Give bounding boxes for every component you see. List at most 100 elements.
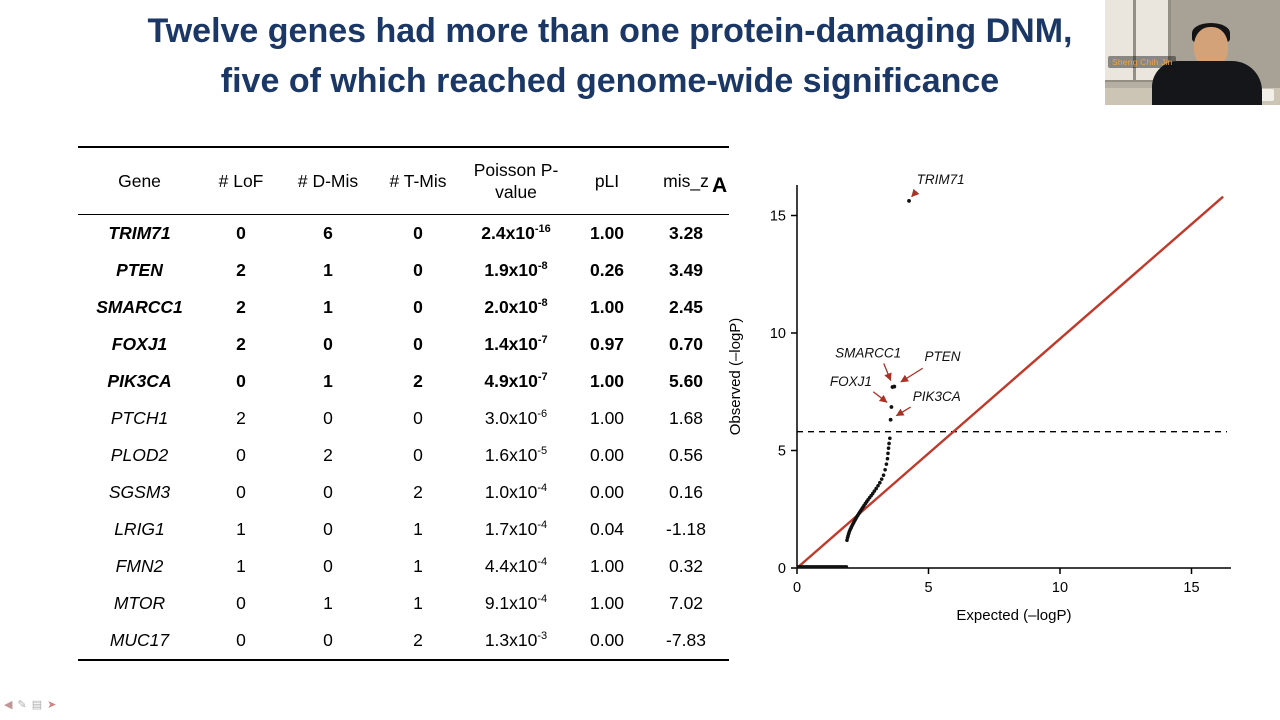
webcam-name-label: Sheng Chih Jin <box>1108 56 1177 68</box>
cell-dmis: 0 <box>323 630 333 650</box>
cell-pli: 1.00 <box>589 556 625 576</box>
cell-tmis: 1 <box>413 519 423 539</box>
presenter-controls: ◀ ✎ ▤ ➤ <box>4 698 56 712</box>
table-row: LRIG1 1 0 1 1.7x10-4 0.04 -1.18 <box>78 511 729 548</box>
cell-dmis: 6 <box>323 223 333 243</box>
cell-dmis: 0 <box>323 334 333 354</box>
svg-text:0: 0 <box>793 580 801 596</box>
cell-lof: 1 <box>236 556 246 576</box>
back-arrow-icon[interactable]: ◀ <box>4 699 13 711</box>
svg-text:10: 10 <box>770 326 786 342</box>
cell-pli: 1.00 <box>589 593 625 613</box>
slide-title: Twelve genes had more than one protein-d… <box>30 6 1190 106</box>
header-dmis: # D-Mis <box>281 147 375 215</box>
table-row: FMN2 1 0 1 4.4x10-4 1.00 0.32 <box>78 548 729 585</box>
cell-tmis: 2 <box>413 482 423 502</box>
cell-misz: -7.83 <box>666 630 706 650</box>
cell-lof: 2 <box>236 297 246 317</box>
cell-pli: 1.00 <box>589 297 625 317</box>
table-row: PTCH1 2 0 0 3.0x10-6 1.00 1.68 <box>78 400 729 437</box>
cell-pvalue: 9.1x10-4 <box>484 593 548 613</box>
cell-lof: 0 <box>236 445 246 465</box>
table-row: SMARCC1 2 1 0 2.0x10-8 1.00 2.45 <box>78 289 729 326</box>
cell-gene: MTOR <box>113 593 166 613</box>
cell-tmis: 0 <box>413 297 423 317</box>
svg-text:15: 15 <box>1183 580 1199 596</box>
table-row: PLOD2 0 2 0 1.6x10-5 0.00 0.56 <box>78 437 729 474</box>
gene-table-header: Gene # LoF # D-Mis # T-Mis Poisson P-val… <box>78 147 729 215</box>
cell-dmis: 0 <box>323 556 333 576</box>
cell-gene: SGSM3 <box>108 482 171 502</box>
header-lof: # LoF <box>201 147 281 215</box>
slide-menu-icon[interactable]: ▤ <box>31 699 43 711</box>
cell-lof: 0 <box>236 482 246 502</box>
cell-pvalue: 1.7x10-4 <box>484 519 548 539</box>
cell-gene: FOXJ1 <box>111 334 168 354</box>
webcam-tile[interactable]: Sheng Chih Jin <box>1105 0 1280 105</box>
cell-lof: 0 <box>236 371 246 391</box>
presenter-face <box>1194 27 1228 67</box>
svg-text:Observed (–logP): Observed (–logP) <box>727 318 744 436</box>
cell-tmis: 0 <box>413 223 423 243</box>
cell-gene: PTEN <box>116 260 163 280</box>
table-row: MTOR 0 1 1 9.1x10-4 1.00 7.02 <box>78 585 729 622</box>
cell-pli: 1.00 <box>589 408 625 428</box>
cell-pvalue: 1.6x10-5 <box>484 445 548 465</box>
svg-text:10: 10 <box>1052 580 1068 596</box>
gene-table: Gene # LoF # D-Mis # T-Mis Poisson P-val… <box>78 146 729 661</box>
cell-misz: 5.60 <box>668 371 704 391</box>
header-gene: Gene <box>78 147 201 215</box>
cell-lof: 0 <box>236 593 246 613</box>
cell-tmis: 0 <box>413 260 423 280</box>
cell-gene: PLOD2 <box>110 445 169 465</box>
forward-arrow-icon[interactable]: ➤ <box>47 699 57 711</box>
cell-dmis: 1 <box>323 371 333 391</box>
cell-pvalue: 2.4x10-16 <box>481 223 551 243</box>
header-pvalue: Poisson P-value <box>461 147 571 215</box>
table-row: TRIM71 0 6 0 2.4x10-16 1.00 3.28 <box>78 215 729 253</box>
qq-plot-content: A 0 5 10 15 0 5 10 15 Expected (–logP) Observed (–… <box>712 172 1231 624</box>
cell-tmis: 1 <box>413 556 423 576</box>
cell-dmis: 1 <box>323 593 333 613</box>
cell-lof: 1 <box>236 519 246 539</box>
cell-misz: 7.02 <box>668 593 704 613</box>
cell-dmis: 0 <box>323 519 333 539</box>
table-row: MUC17 0 0 2 1.3x10-3 0.00 -7.83 <box>78 622 729 660</box>
table-row: FOXJ1 2 0 0 1.4x10-7 0.97 0.70 <box>78 326 729 363</box>
presenter-body <box>1152 61 1262 105</box>
pen-icon[interactable]: ✎ <box>17 699 27 711</box>
cell-gene: MUC17 <box>109 630 170 650</box>
cell-pli: 0.00 <box>589 482 625 502</box>
cell-lof: 2 <box>236 334 246 354</box>
cell-dmis: 1 <box>323 260 333 280</box>
cell-dmis: 1 <box>323 297 333 317</box>
cell-misz: 0.16 <box>668 482 704 502</box>
cell-gene: PIK3CA <box>107 371 172 391</box>
svg-text:0: 0 <box>778 561 786 577</box>
header-row: Gene # LoF # D-Mis # T-Mis Poisson P-val… <box>78 147 729 215</box>
cell-misz: 3.28 <box>668 223 704 243</box>
cell-tmis: 1 <box>413 593 423 613</box>
svg-text:PIK3CA: PIK3CA <box>913 389 961 404</box>
cell-lof: 2 <box>236 408 246 428</box>
table-row: PTEN 2 1 0 1.9x10-8 0.26 3.49 <box>78 252 729 289</box>
slide-title-line-1: Twelve genes had more than one protein-d… <box>147 12 1073 50</box>
cell-tmis: 2 <box>413 371 423 391</box>
cell-tmis: 2 <box>413 630 423 650</box>
header-pli: pLI <box>571 147 643 215</box>
cell-lof: 0 <box>236 223 246 243</box>
cell-misz: -1.18 <box>666 519 706 539</box>
table-row: PIK3CA 0 1 2 4.9x10-7 1.00 5.60 <box>78 363 729 400</box>
svg-text:15: 15 <box>770 209 786 225</box>
cell-gene: LRIG1 <box>114 519 165 539</box>
cell-misz: 3.49 <box>668 260 704 280</box>
cell-lof: 2 <box>236 260 246 280</box>
svg-text:5: 5 <box>924 580 932 596</box>
svg-text:Expected (–logP): Expected (–logP) <box>956 607 1071 624</box>
cell-gene: FMN2 <box>115 556 164 576</box>
svg-text:SMARCC1: SMARCC1 <box>835 346 901 361</box>
cell-pvalue: 2.0x10-8 <box>484 297 548 317</box>
cell-pli: 1.00 <box>589 371 625 391</box>
svg-text:PTEN: PTEN <box>925 349 961 364</box>
cell-pli: 1.00 <box>589 223 625 243</box>
